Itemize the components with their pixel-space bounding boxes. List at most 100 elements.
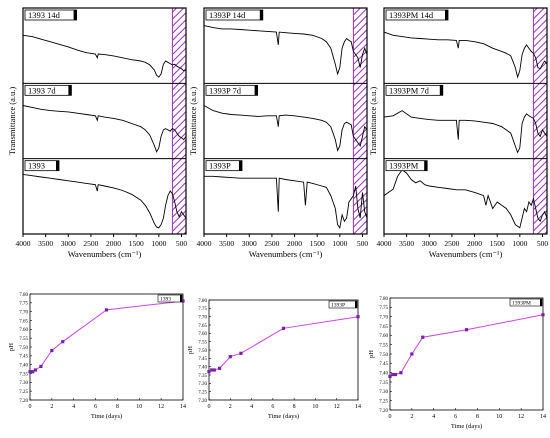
x-tick-label: 500 bbox=[357, 239, 369, 248]
x-tick-label: 10 bbox=[312, 404, 318, 410]
ph-point bbox=[33, 368, 38, 372]
x-tick-label: 1000 bbox=[332, 239, 347, 248]
y-tick-label: 7.45 bbox=[379, 362, 388, 367]
x-tick-label: 3500 bbox=[219, 239, 234, 248]
series-label: 1393 7d bbox=[28, 85, 56, 95]
y-tick-label: 7.70 bbox=[198, 315, 207, 320]
y-tick-label: 7.55 bbox=[198, 340, 207, 345]
y-axis-label: Transmittance (a.u.) bbox=[7, 87, 17, 156]
x-tick-label: 14 bbox=[180, 404, 186, 410]
x-tick-label: 10 bbox=[136, 404, 142, 410]
ph-legend-label: 1393PM bbox=[512, 301, 531, 307]
series-label-tab bbox=[73, 10, 77, 20]
series-label: 1393PM 14d bbox=[389, 10, 434, 20]
ftir-panel-1: 1393 14d 1393 7d 1393 4000 3500 3000 2500 2000 1… bbox=[7, 7, 188, 259]
ph-point bbox=[388, 374, 392, 378]
x-tick-label: 10 bbox=[496, 414, 502, 420]
x-tick-label: 2500 bbox=[83, 239, 98, 248]
x-tick-label: 4000 bbox=[16, 239, 31, 248]
spectrum-line-1393 bbox=[22, 173, 187, 229]
x-tick-label: 14 bbox=[540, 414, 546, 420]
y-tick-label: 7.25 bbox=[19, 390, 28, 395]
x-axis-label: Wavenumbers (cm⁻¹) bbox=[429, 249, 503, 259]
x-tick-label: 2500 bbox=[444, 239, 459, 248]
y-tick-label: 7.30 bbox=[198, 382, 207, 387]
ph-point bbox=[464, 328, 469, 332]
ph-point bbox=[210, 368, 214, 372]
x-axis-label: Time (days) bbox=[91, 413, 122, 420]
x-tick-label: 4 bbox=[432, 414, 435, 420]
ph-point bbox=[541, 313, 545, 317]
x-tick-label: 0 bbox=[29, 404, 32, 410]
y-axis-label: Transmittance (a.u.) bbox=[368, 87, 378, 156]
ph-line-1393 bbox=[30, 300, 184, 373]
ph-point bbox=[391, 372, 395, 377]
x-tick-label: 14 bbox=[355, 404, 361, 410]
x-tick-label: 2 bbox=[229, 404, 232, 410]
hatch-region bbox=[352, 7, 368, 235]
ph-panel-1: 7.20 7.25 7.30 7.35 7.40 7.45 7.50 7.55 7.60 7.65… bbox=[8, 293, 186, 420]
y-axis-label: pH bbox=[8, 343, 15, 351]
y-tick-label: 7.40 bbox=[379, 371, 388, 376]
x-tick-label: 6 bbox=[271, 404, 274, 410]
y-tick-label: 7.55 bbox=[19, 337, 28, 342]
y-tick-label: 7.50 bbox=[19, 346, 28, 351]
x-tick-label: 1000 bbox=[512, 239, 527, 248]
x-tick-label: 3500 bbox=[38, 239, 53, 248]
spectrum-line-1393PM_7d bbox=[383, 110, 548, 154]
y-axis-label: pH bbox=[187, 346, 194, 354]
x-tick-label: 4 bbox=[250, 404, 253, 410]
ftir-panel-2: 1393P 14d 1393P 7d 1393P 4000 3500 3000 2500 20… bbox=[188, 7, 369, 259]
ph-legend-label: 1393 bbox=[160, 297, 171, 303]
series-label: 1393P 7d bbox=[209, 85, 242, 95]
spectrum-line-1393_14d bbox=[22, 34, 187, 78]
ph-legend-tab bbox=[355, 301, 357, 308]
ph-point bbox=[207, 370, 211, 374]
ph-point bbox=[239, 351, 243, 355]
x-tick-label: 1500 bbox=[310, 239, 325, 248]
x-tick-label: 6 bbox=[454, 414, 457, 420]
y-tick-label: 7.40 bbox=[198, 365, 207, 370]
x-tick-label: 1500 bbox=[129, 239, 144, 248]
x-tick-label: 4 bbox=[72, 404, 75, 410]
y-tick-label: 7.35 bbox=[198, 374, 207, 379]
ph-point bbox=[104, 308, 109, 312]
y-tick-label: 7.60 bbox=[379, 334, 388, 339]
x-tick-label: 8 bbox=[293, 404, 296, 410]
ph-panel-2: 7.20 7.25 7.30 7.35 7.40 7.45 7.50 7.55 7.60 7.65… bbox=[187, 299, 361, 420]
panel-frame bbox=[203, 7, 368, 235]
ph-panel-3: 7.20 7.25 7.30 7.35 7.40 7.45 7.50 7.55 7.60 7.65… bbox=[368, 297, 546, 430]
y-tick-label: 7.35 bbox=[19, 372, 28, 377]
x-axis-label: Time (days) bbox=[451, 423, 482, 430]
x-tick-label: 6 bbox=[94, 404, 97, 410]
series-label-tab bbox=[68, 85, 72, 96]
x-tick-label: 1000 bbox=[151, 239, 166, 248]
x-tick-label: 12 bbox=[518, 414, 524, 420]
ph-point bbox=[31, 370, 35, 374]
y-tick-label: 7.55 bbox=[379, 343, 388, 348]
y-tick-label: 7.25 bbox=[379, 399, 388, 404]
y-axis-label: Transmittance (a.u.) bbox=[188, 87, 198, 156]
x-tick-label: 3500 bbox=[399, 239, 414, 248]
ph-point bbox=[393, 372, 398, 377]
y-tick-label: 7.65 bbox=[379, 325, 388, 330]
spectrum-line-1393_7d bbox=[22, 105, 187, 153]
series-label: 1393PM 7d bbox=[389, 85, 430, 95]
spectrum-line-1393PM bbox=[383, 169, 548, 229]
ph-panels: 7.20 7.25 7.30 7.35 7.40 7.45 7.50 7.55 7.60 7.65… bbox=[8, 293, 546, 430]
x-tick-label: 3000 bbox=[242, 239, 257, 248]
ph-point bbox=[281, 326, 286, 330]
y-tick-label: 7.30 bbox=[379, 390, 388, 395]
ph-line-1393P bbox=[208, 316, 359, 373]
ph-point bbox=[228, 355, 232, 359]
ph-point bbox=[356, 315, 360, 319]
y-tick-label: 7.65 bbox=[19, 319, 28, 324]
y-tick-label: 7.75 bbox=[19, 302, 28, 307]
y-axis-label: pH bbox=[368, 350, 375, 358]
x-tick-label: 4000 bbox=[377, 239, 392, 248]
x-tick-label: 500 bbox=[176, 239, 188, 248]
y-tick-label: 7.30 bbox=[19, 381, 28, 386]
y-tick-label: 7.80 bbox=[19, 293, 28, 298]
x-tick-label: 3000 bbox=[422, 239, 437, 248]
ph-line-1393PM bbox=[389, 314, 544, 377]
